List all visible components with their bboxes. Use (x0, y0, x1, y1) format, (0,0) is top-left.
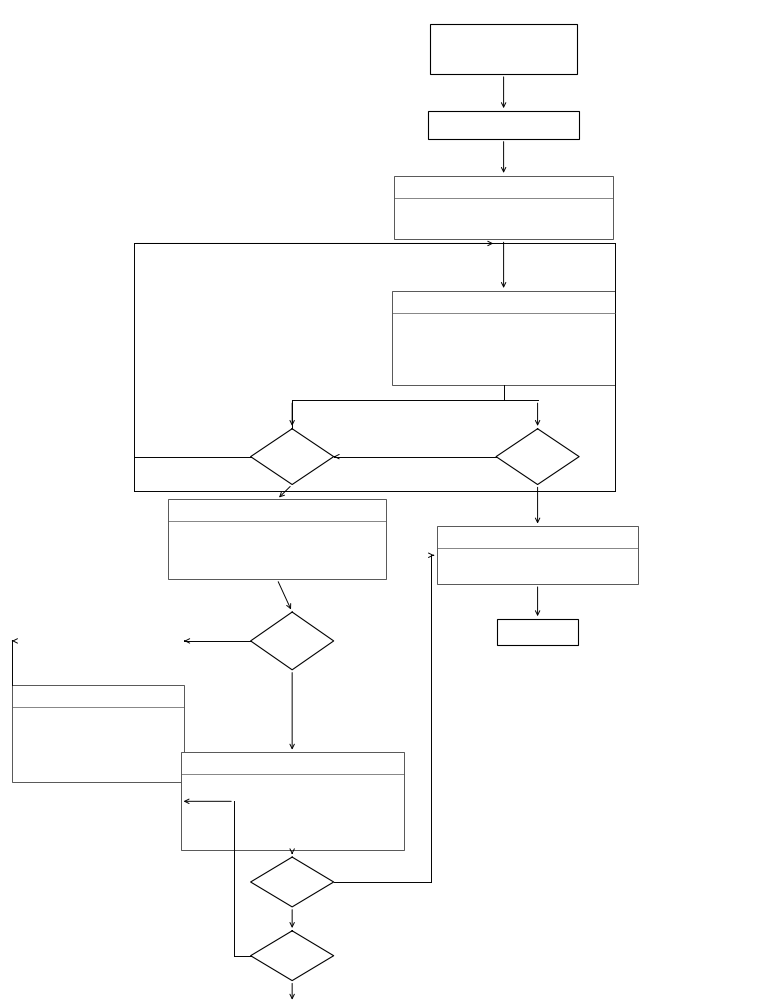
Bar (180, 752, 403, 850)
Bar (394, 176, 613, 239)
Bar (428, 111, 579, 139)
Polygon shape (251, 931, 334, 981)
Polygon shape (251, 429, 334, 485)
Bar (496, 619, 578, 645)
Polygon shape (496, 429, 579, 485)
Bar (437, 526, 638, 584)
Bar (392, 291, 615, 385)
Bar (430, 24, 578, 74)
Polygon shape (251, 857, 334, 907)
Bar (12, 685, 184, 782)
Bar (168, 499, 386, 579)
Polygon shape (251, 612, 334, 670)
